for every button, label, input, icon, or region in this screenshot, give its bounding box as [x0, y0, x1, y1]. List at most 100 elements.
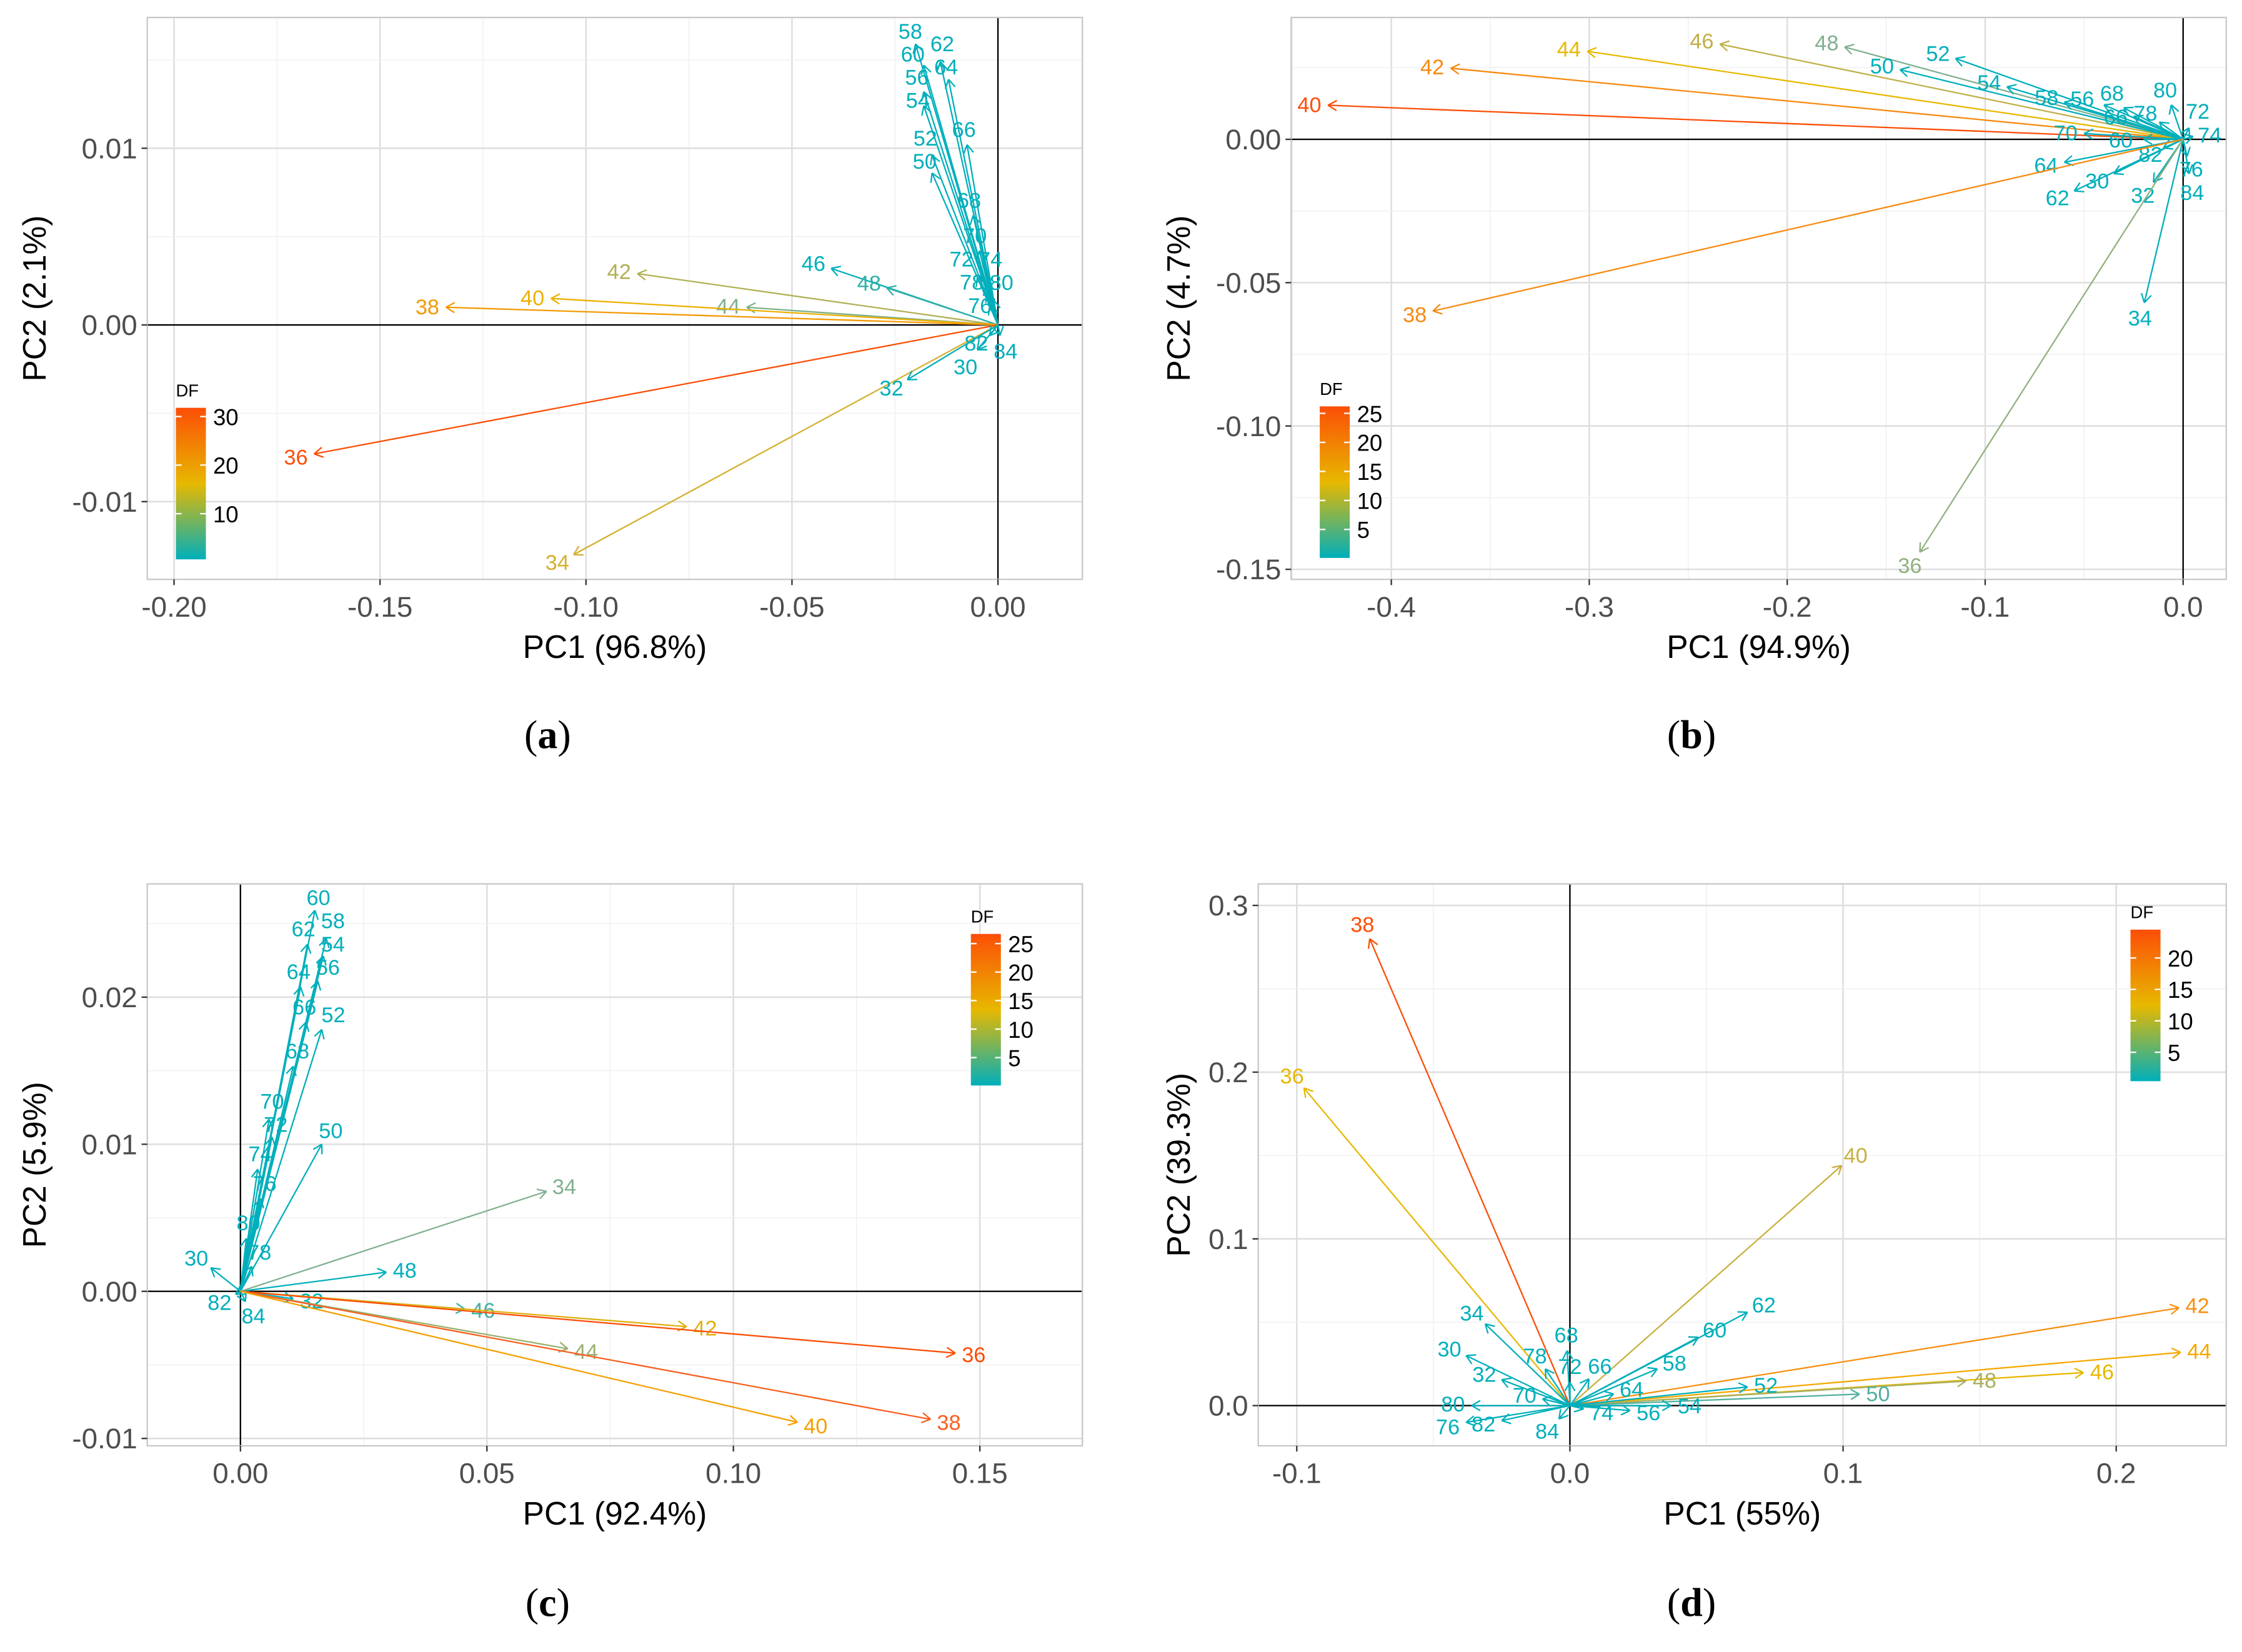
arrow-head	[2083, 132, 2093, 140]
arrow-line	[2064, 101, 2184, 141]
caption-letter: b	[1680, 712, 1703, 757]
arrow-head	[1501, 1377, 1512, 1381]
arrow-head	[1544, 1368, 1547, 1380]
arrow-label: 68	[286, 1040, 309, 1063]
df-legend: DF 10 20 30	[176, 381, 239, 560]
variable-arrow-36: 36	[284, 324, 999, 469]
arrow-label: 40	[804, 1415, 827, 1438]
arrow-head	[920, 91, 925, 102]
arrow-head	[314, 453, 324, 458]
arrow-head	[1465, 1415, 1475, 1423]
arrow-line	[989, 305, 999, 326]
arrow-line	[993, 300, 999, 326]
y-tick-label: -0.01	[72, 486, 137, 518]
arrow-head	[1567, 1350, 1573, 1360]
arrow-head	[2123, 106, 2134, 109]
arrow-head	[2074, 1367, 2084, 1373]
variable-arrow-66: 66	[1569, 1355, 1612, 1406]
arrow-head	[306, 943, 312, 954]
caption-letter: d	[1680, 1580, 1703, 1625]
variable-arrow-40: 40	[1297, 94, 2183, 141]
arrow-head	[2143, 138, 2153, 145]
arrow-head	[1579, 1378, 1590, 1384]
arrow-head	[915, 43, 924, 52]
arrow-head	[1662, 1405, 1672, 1411]
arrow-head	[236, 1295, 246, 1303]
arrow-line	[1328, 104, 2183, 141]
arrow-label: 64	[1620, 1378, 1643, 1401]
arrow-head	[257, 1168, 262, 1179]
arrow-head	[985, 285, 994, 294]
arrow-label: 80	[236, 1212, 260, 1235]
legend-tick-label: 25	[1008, 932, 1034, 957]
arrow-head	[2083, 128, 2094, 134]
arrow-line	[1570, 1386, 1748, 1406]
x-tick-label: -0.1	[1961, 591, 2010, 623]
arrow-line	[2084, 132, 2183, 141]
variable-arrow-34: 34	[1460, 1302, 1571, 1406]
arrow-head	[907, 371, 913, 381]
arrow-label: 32	[1472, 1363, 1496, 1387]
arrow-head	[972, 214, 981, 224]
arrow-head	[976, 339, 980, 350]
arrow-head	[989, 325, 992, 336]
arrow-head	[1369, 938, 1378, 945]
y-tick-label: -0.15	[1216, 554, 1281, 585]
arrow-head	[317, 980, 322, 991]
arrow-head	[1844, 44, 1855, 48]
arrow-head	[1558, 1409, 1562, 1420]
arrow-label: 38	[416, 296, 439, 319]
arrow-label: 42	[1420, 56, 1444, 79]
legend-tick-label: 5	[1357, 517, 1370, 543]
legend-tick-label: 15	[1008, 988, 1034, 1014]
arrow-line	[240, 1190, 547, 1292]
arrow-line	[1501, 1379, 1570, 1406]
variable-arrow-76: 76	[239, 1172, 277, 1292]
variable-arrow-44: 44	[1570, 1340, 2211, 1406]
arrow-head	[536, 1188, 547, 1192]
arrow-label: 58	[1663, 1351, 1686, 1375]
arrow-line	[446, 306, 999, 326]
arrow-head	[1501, 1420, 1512, 1425]
arrow-head	[1587, 51, 1596, 58]
arrow-head	[2185, 136, 2194, 144]
arrow-label: 42	[2185, 1294, 2209, 1318]
arrow-head	[1688, 1336, 1698, 1338]
arrow-label: 72	[1558, 1355, 1582, 1379]
variable-arrow-84: 84	[2180, 139, 2204, 205]
caption-paren-close: )	[557, 712, 570, 757]
arrow-head	[305, 1022, 310, 1032]
x-tick-label: 0.15	[952, 1457, 1008, 1489]
arrow-label: 52	[914, 127, 937, 151]
arrow-label: 30	[954, 356, 977, 379]
variable-arrow-38: 38	[240, 1290, 961, 1435]
arrow-head	[2075, 1371, 2084, 1379]
legend-tick-label: 10	[213, 502, 239, 527]
arrow-head	[1542, 1395, 1553, 1400]
variable-arrow-82: 82	[207, 1285, 246, 1315]
caption-paren-close: )	[557, 1580, 570, 1625]
arrow-head	[931, 154, 940, 162]
arrow-head	[2103, 102, 2115, 106]
legend-tick-label: 20	[213, 453, 239, 479]
arrow-line	[1432, 138, 2184, 312]
panel-caption: (c)	[526, 1580, 570, 1625]
arrow-label: 66	[1588, 1355, 1612, 1379]
arrow-label: 68	[1554, 1324, 1578, 1348]
plot-background	[147, 883, 1083, 1446]
arrow-label: 42	[693, 1316, 717, 1340]
arrow-line	[2182, 127, 2190, 140]
arrow-head	[1957, 1380, 1966, 1388]
arrow-head	[2123, 107, 2130, 117]
arrow-head	[310, 980, 319, 989]
arrow-head	[1603, 1390, 1614, 1395]
arrow-head	[325, 938, 330, 948]
arrow-head	[268, 1118, 274, 1129]
variable-arrow-78: 78	[960, 271, 999, 326]
arrow-label: 38	[1350, 913, 1374, 937]
arrow-head	[1542, 1398, 1551, 1406]
arrow-line	[210, 1267, 241, 1292]
variable-arrow-64: 64	[934, 56, 999, 326]
